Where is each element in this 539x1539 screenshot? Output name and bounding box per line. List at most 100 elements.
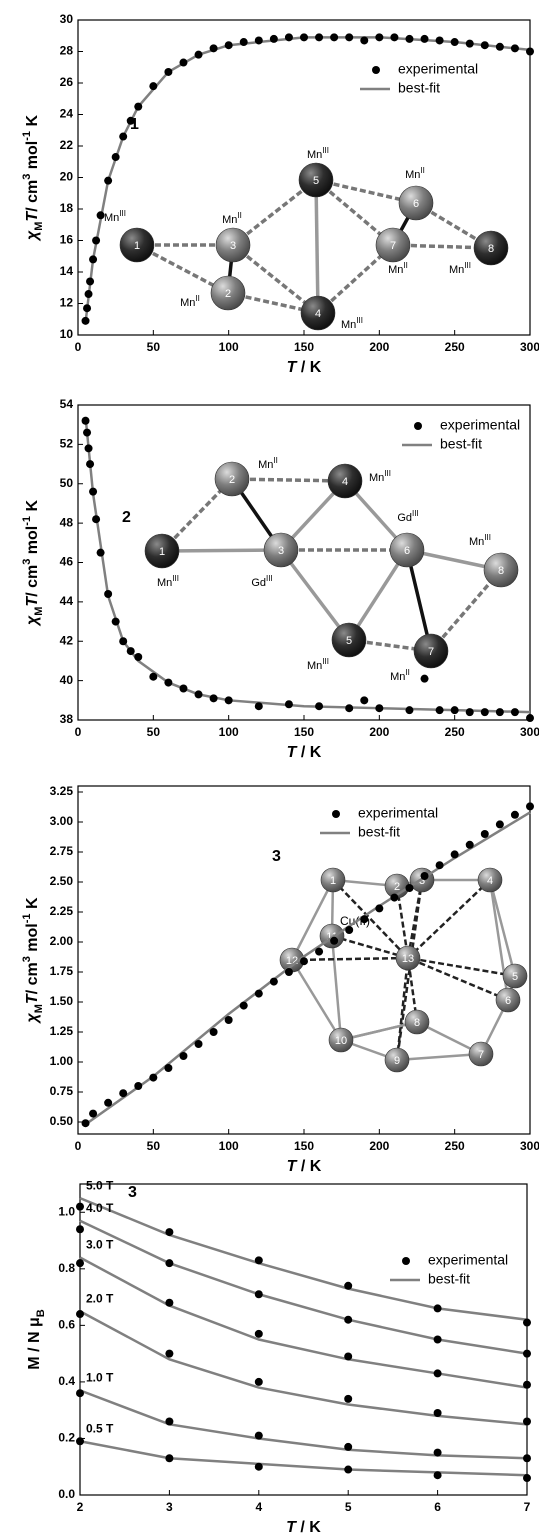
data-point: [511, 44, 519, 52]
x-tick-label: 250: [445, 340, 465, 354]
atom-number: 1: [134, 240, 140, 252]
data-point: [390, 33, 398, 41]
field-label: 0.5 T: [86, 1421, 114, 1435]
x-tick-label: 150: [294, 1139, 314, 1153]
x-tick-label: 2: [77, 1500, 84, 1514]
data-point: [496, 43, 504, 51]
data-point: [195, 51, 203, 59]
atom-number: 2: [225, 288, 231, 300]
atom-tag: GdIII: [397, 509, 418, 524]
atom-tag: MnIII: [469, 533, 491, 548]
y-label-part: mol: [24, 526, 41, 559]
element: Mn: [405, 169, 420, 181]
atom-number: 4: [487, 875, 493, 887]
data-point: [421, 872, 429, 880]
x-tick-label: 6: [434, 1500, 441, 1514]
y-tick-label: 28: [60, 44, 74, 58]
data-point: [523, 1381, 531, 1389]
y-tick-label: 1.00: [50, 1054, 74, 1068]
atom-number: 6: [404, 545, 410, 557]
x-tick-label: 200: [369, 340, 389, 354]
x-tick-label: 7: [524, 1500, 531, 1514]
data-point: [451, 850, 459, 858]
oxidation: II: [195, 294, 199, 303]
element: Mn: [222, 214, 237, 226]
atom-number: 4: [342, 476, 348, 488]
y-label-part: K: [24, 897, 41, 913]
data-point: [164, 679, 172, 687]
atom-number: 2: [229, 474, 235, 486]
element: Mn: [157, 577, 172, 589]
data-point: [104, 1099, 112, 1107]
legend-label: best-fit: [398, 80, 440, 96]
data-point: [481, 708, 489, 716]
y-axis-label: χMT/ cm3 mol-1 K: [21, 897, 45, 1024]
data-point: [85, 444, 93, 452]
data-point: [240, 1002, 248, 1010]
atom-number: 2: [394, 881, 400, 893]
data-point: [270, 35, 278, 43]
data-point: [255, 1290, 263, 1298]
data-point: [119, 1089, 127, 1097]
data-point: [86, 460, 94, 468]
element: Mn: [388, 264, 403, 276]
atom-tag: MnIII: [307, 657, 329, 672]
y-axis-label: χMT/ cm3 mol-1 K: [21, 115, 45, 242]
x-tick-label: 100: [219, 725, 239, 739]
y-label-part: M: [33, 1004, 45, 1013]
y-tick-label: 46: [60, 555, 74, 569]
data-point: [76, 1203, 84, 1211]
legend-label: experimental: [398, 61, 478, 77]
figure: 0501001502002503001012141618202224262830…: [0, 0, 539, 1539]
element: Gd: [397, 512, 412, 524]
y-label-part: M: [33, 607, 45, 616]
atom-tag: MnII: [405, 166, 425, 181]
data-point: [344, 1282, 352, 1290]
legend-marker: [414, 422, 422, 430]
field-label: 1.0 T: [86, 1371, 114, 1385]
atom-number: 7: [390, 240, 396, 252]
data-point: [76, 1310, 84, 1318]
legend-marker: [402, 1257, 410, 1265]
data-point: [127, 647, 135, 655]
element: Mn: [104, 212, 119, 224]
data-point: [300, 33, 308, 41]
atom-tag: MnIII: [104, 209, 126, 224]
y-tick-label: 30: [60, 12, 74, 26]
x-tick-label: 0: [75, 1139, 82, 1153]
oxidation: III: [322, 146, 329, 155]
data-point: [344, 1466, 352, 1474]
data-point: [375, 904, 383, 912]
data-point: [82, 317, 90, 325]
panel-label: 3: [272, 848, 281, 865]
data-point: [149, 673, 157, 681]
bond: [408, 958, 515, 976]
x-tick-label: 5: [345, 1500, 352, 1514]
y-tick-label: 24: [60, 107, 74, 121]
legend-marker: [372, 66, 380, 74]
data-point: [434, 1336, 442, 1344]
x-tick-label: 50: [147, 725, 161, 739]
data-point: [210, 1028, 218, 1036]
atom-tag: MnIII: [449, 261, 471, 276]
bond: [316, 180, 318, 313]
y-tick-label: 1.0: [58, 1204, 75, 1218]
x-label-part: / K: [296, 1158, 321, 1175]
x-tick-label: 200: [369, 725, 389, 739]
oxidation: II: [405, 668, 409, 677]
x-tick-label: 150: [294, 340, 314, 354]
y-tick-label: 0.50: [50, 1114, 74, 1128]
data-point: [179, 1052, 187, 1060]
y-label-part: χ: [24, 230, 41, 242]
y-tick-label: 3.25: [50, 784, 74, 798]
data-point: [165, 1417, 173, 1425]
data-point: [451, 706, 459, 714]
x-tick-label: 50: [147, 340, 161, 354]
data-point: [523, 1319, 531, 1327]
y-tick-label: 18: [60, 201, 74, 215]
data-point: [210, 44, 218, 52]
x-tick-label: 4: [255, 1500, 262, 1514]
legend-label: experimental: [428, 1252, 508, 1268]
oxidation: III: [484, 533, 491, 542]
y-label-part: χ: [24, 1013, 41, 1025]
